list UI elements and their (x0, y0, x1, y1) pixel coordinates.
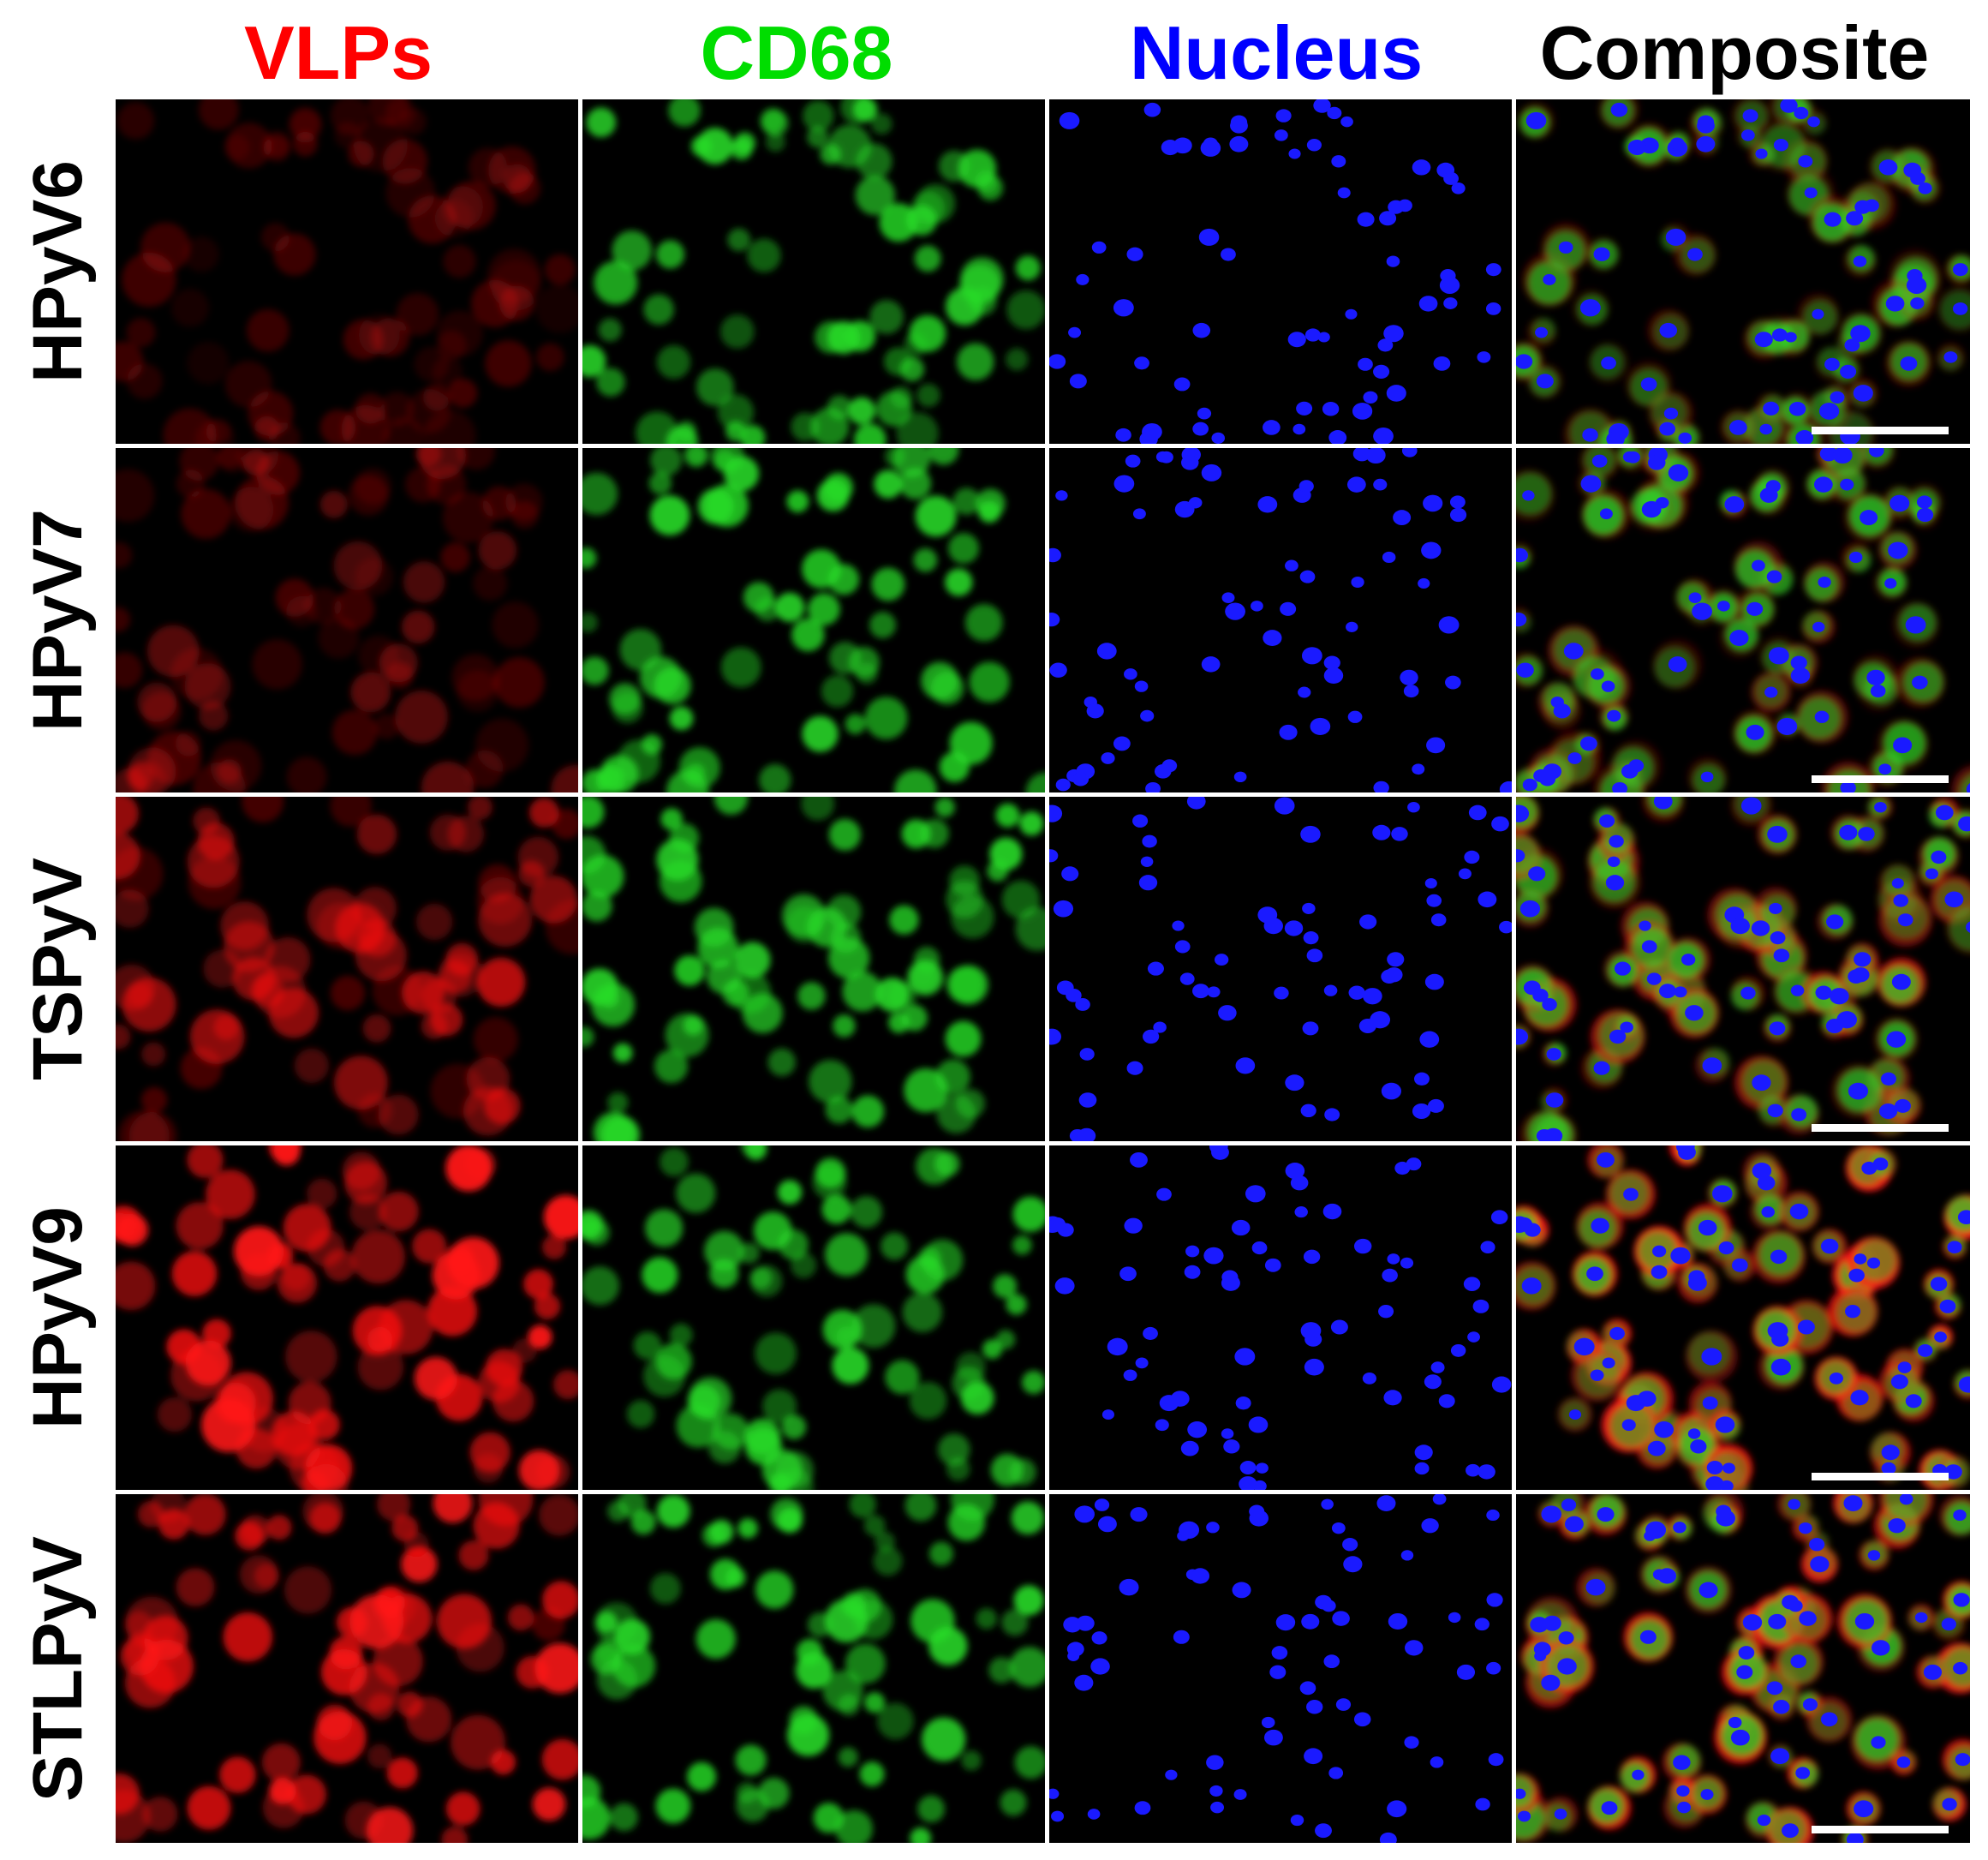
panel-tspyv-composite (1516, 797, 1970, 1141)
scale-bar (1812, 1826, 1949, 1833)
panel-stlpyv-blue (1049, 1494, 1512, 1843)
panel-hpyv9-composite (1516, 1145, 1970, 1490)
panel-hpyv9-blue (1049, 1145, 1512, 1490)
panel-hpyv6-green (582, 99, 1045, 444)
row-label-hpyv7: HPyV7 (18, 509, 97, 732)
panel-hpyv7-green (582, 448, 1045, 792)
panel-tspyv-red (116, 797, 578, 1141)
panel-hpyv6-blue (1049, 99, 1512, 444)
panel-hpyv9-green (582, 1145, 1045, 1490)
scale-bar (1812, 775, 1949, 783)
row-label-tspyv: TSPyV (18, 858, 97, 1080)
panel-stlpyv-composite (1516, 1494, 1970, 1843)
row-label-hpyv9: HPyV9 (18, 1206, 97, 1429)
row-label-hpyv6: HPyV6 (18, 160, 97, 383)
micrograph-grid (116, 99, 1970, 1843)
column-header-red: VLPs (243, 10, 433, 95)
scale-bar (1812, 427, 1949, 434)
scale-bar (1812, 1473, 1949, 1480)
panel-hpyv6-red (116, 99, 578, 444)
panel-hpyv7-composite (1516, 448, 1970, 792)
panel-hpyv7-red (116, 448, 578, 792)
panel-stlpyv-red (116, 1494, 578, 1843)
panel-hpyv6-composite (1516, 99, 1970, 444)
column-header-blue: Nucleus (1129, 10, 1424, 95)
panel-tspyv-blue (1049, 797, 1512, 1141)
scale-bar (1812, 1124, 1949, 1132)
column-header-green: CD68 (700, 10, 893, 95)
column-header-composite: Composite (1539, 10, 1930, 95)
panel-tspyv-green (582, 797, 1045, 1141)
panel-stlpyv-green (582, 1494, 1045, 1843)
row-label-stlpyv: STLPyV (18, 1535, 97, 1802)
panel-hpyv9-red (116, 1145, 578, 1490)
panel-hpyv7-blue (1049, 448, 1512, 792)
